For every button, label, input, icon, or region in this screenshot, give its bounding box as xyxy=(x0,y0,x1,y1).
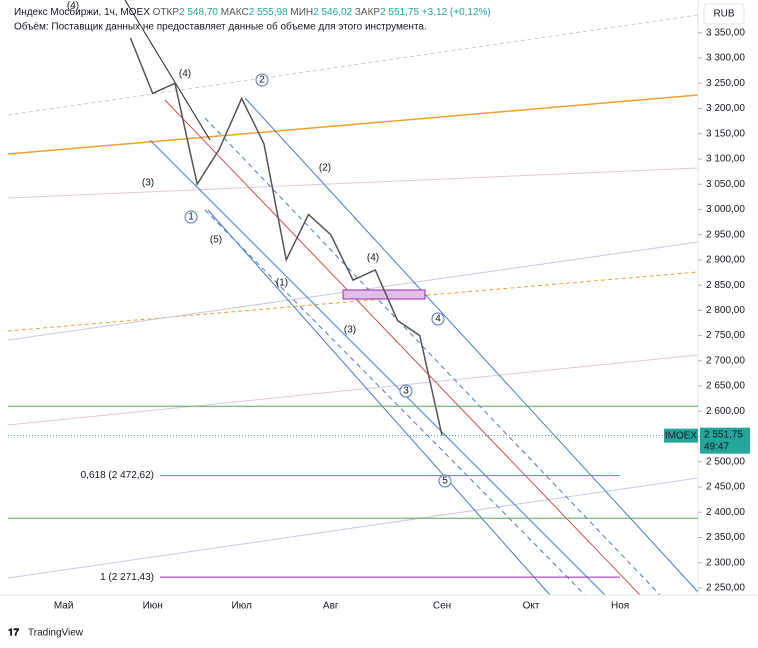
wave-label: (2) xyxy=(319,163,331,174)
x-tick-label: Авг xyxy=(323,601,339,612)
trend-line xyxy=(124,0,211,141)
y-tick-label: 3 350,00 xyxy=(706,27,745,38)
channel-line xyxy=(244,97,699,593)
channel-line xyxy=(164,99,641,596)
brand: TradingView xyxy=(28,628,84,639)
change: +3,12 (+0,12%) xyxy=(422,7,491,18)
y-tick-label: 2 900,00 xyxy=(706,255,745,266)
channel-line xyxy=(204,209,586,596)
trend-line xyxy=(7,477,699,579)
currency[interactable]: RUB xyxy=(713,9,734,20)
wave-label: 2 xyxy=(259,75,265,86)
y-tick-label: 3 000,00 xyxy=(706,204,745,215)
price-badge xyxy=(700,427,750,454)
y-tick-label: 3 100,00 xyxy=(706,154,745,165)
trend-line xyxy=(7,354,699,426)
open: 2 548,70 xyxy=(179,7,218,18)
wave-label: (3) xyxy=(142,178,154,189)
fib-label: 1 (2 271,43) xyxy=(100,572,154,583)
close-label: ЗАКР xyxy=(355,7,381,18)
x-tick-label: Окт xyxy=(523,601,540,612)
volume-note: Объём: Поставщик данных не предоставляет… xyxy=(14,21,427,33)
y-tick-label: 2 300,00 xyxy=(706,557,745,568)
y-tick-label: 3 300,00 xyxy=(706,53,745,64)
ticker-badge xyxy=(664,428,698,443)
y-tick-label: 2 600,00 xyxy=(706,406,745,417)
plot-area xyxy=(129,37,443,436)
low: 2 546,02 xyxy=(313,7,352,18)
last-price: 2 551,75 xyxy=(704,429,743,440)
y-tick-label: 2 800,00 xyxy=(706,305,745,316)
wave-circle xyxy=(431,312,445,326)
trend-line xyxy=(7,167,699,199)
y-tick-label: 2 650,00 xyxy=(706,381,745,392)
wave-label: (5) xyxy=(210,235,222,246)
y-tick-label: 2 350,00 xyxy=(706,532,745,543)
wave-circle xyxy=(255,73,269,87)
wave-label: 5 xyxy=(442,476,448,487)
wave-circle xyxy=(184,210,198,224)
x-tick-label: Июн xyxy=(143,601,163,612)
wave-label: (3) xyxy=(344,325,356,336)
x-tick-label: Ноя xyxy=(611,601,629,612)
x-tick-label: Июл xyxy=(232,601,252,612)
y-tick-label: 3 050,00 xyxy=(706,179,745,190)
wave-label: 1 xyxy=(188,212,194,223)
channel-line xyxy=(207,209,551,596)
y-tick-label: 2 750,00 xyxy=(706,330,745,341)
high: 2 555,98 xyxy=(249,7,288,18)
low-label: МИН xyxy=(290,7,313,18)
y-tick-label: 2 950,00 xyxy=(706,229,745,240)
price-line xyxy=(129,37,443,436)
high-label: МАКС xyxy=(221,7,249,18)
logo-mark: 𝟏𝟕 xyxy=(8,628,20,639)
y-tick-label: 3 250,00 xyxy=(706,78,745,89)
x-tick-label: Май xyxy=(54,601,74,612)
drawings xyxy=(7,0,699,596)
y-tick-label: 2 500,00 xyxy=(706,456,745,467)
countdown: 49:47 xyxy=(704,441,729,452)
channel-line xyxy=(204,117,661,596)
wave-label: 3 xyxy=(403,386,409,397)
ticker: IMOEX xyxy=(665,430,698,441)
x-tick-label: Сен xyxy=(433,601,451,612)
channel-line xyxy=(149,139,606,596)
y-tick-label: 3 150,00 xyxy=(706,128,745,139)
y-tick-label: 2 450,00 xyxy=(706,482,745,493)
logo: 𝟏𝟕 TradingView xyxy=(8,628,84,639)
title: Индекс Мосбиржи, 1ч, MOEX xyxy=(14,6,150,18)
wave-circle xyxy=(399,384,413,398)
close: 2 551,75 xyxy=(380,7,419,18)
y-tick-label: 2 850,00 xyxy=(706,280,745,291)
currency-button[interactable] xyxy=(703,3,745,25)
y-tick-label: 2 250,00 xyxy=(706,583,745,594)
y-tick-label: 2 400,00 xyxy=(706,507,745,518)
header: Индекс Мосбиржи, 1ч, MOEX ОТКР2 548,70 М… xyxy=(14,6,491,18)
y-tick-label: 2 700,00 xyxy=(706,355,745,366)
fib-label: 0,618 (2 472,62) xyxy=(81,470,154,481)
trend-line xyxy=(7,94,699,155)
wave-label: (1) xyxy=(276,278,288,289)
wave-label: 4 xyxy=(435,314,441,325)
trend-line xyxy=(7,271,699,332)
y-tick-label: 3 200,00 xyxy=(706,103,745,114)
wave-label: (4) xyxy=(179,69,191,80)
open-label: ОТКР xyxy=(153,7,180,18)
wave-circle xyxy=(438,474,452,488)
trend-line xyxy=(7,14,699,116)
wave-label: (4) xyxy=(367,253,379,264)
wave-label: (4) xyxy=(67,1,79,12)
